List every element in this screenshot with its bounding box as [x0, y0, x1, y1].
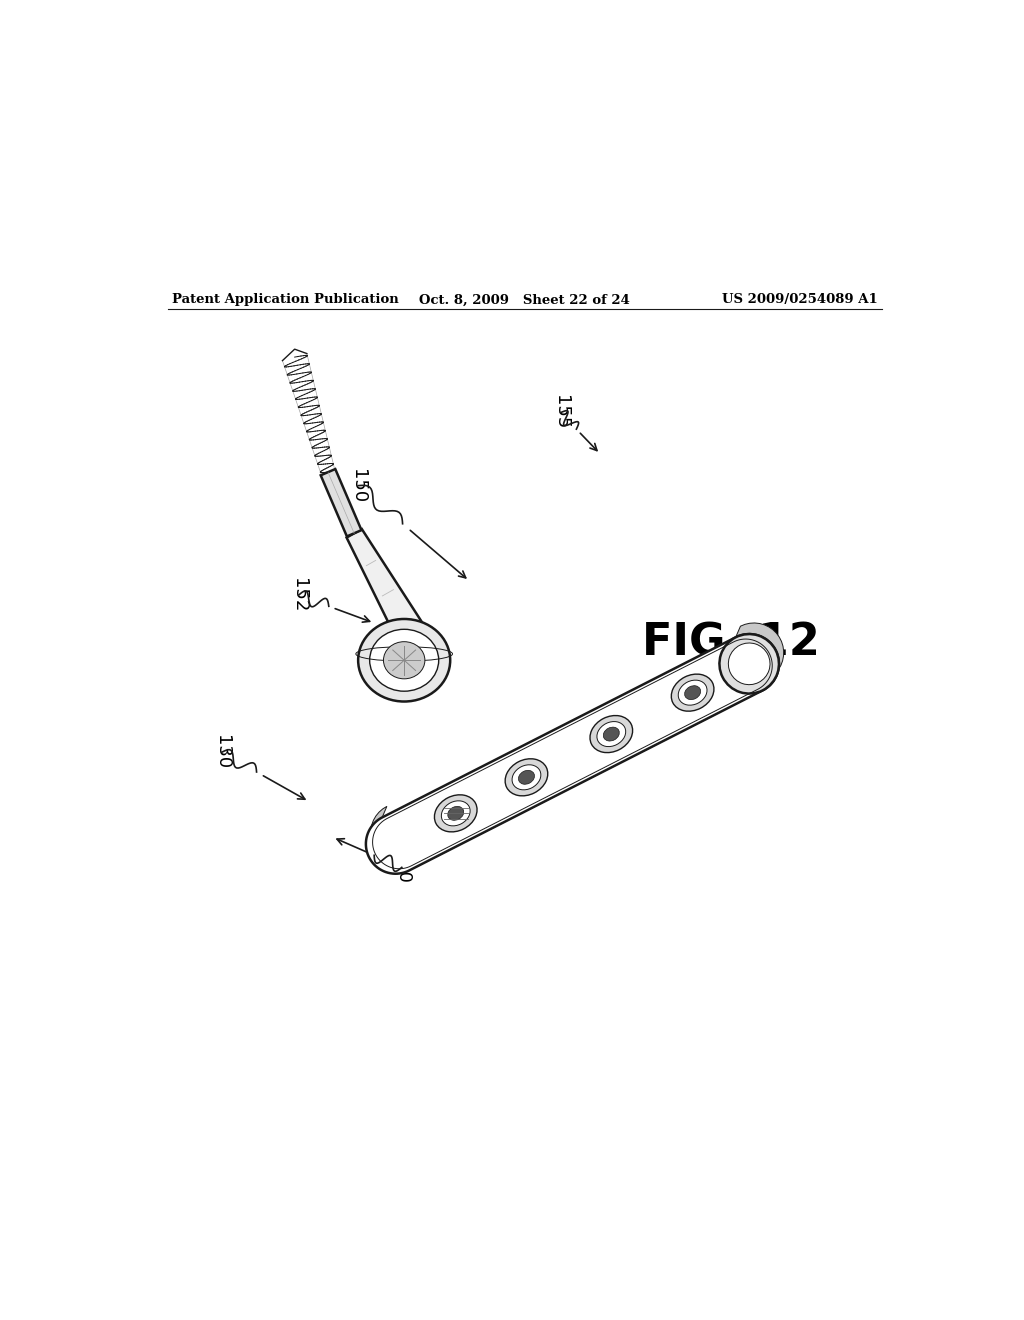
Ellipse shape	[518, 771, 535, 784]
Text: Patent Application Publication: Patent Application Publication	[172, 293, 398, 306]
Ellipse shape	[383, 642, 425, 678]
Ellipse shape	[720, 634, 779, 693]
Ellipse shape	[441, 801, 470, 826]
Ellipse shape	[678, 680, 707, 705]
Ellipse shape	[434, 795, 477, 832]
Ellipse shape	[597, 722, 626, 747]
Text: Oct. 8, 2009   Sheet 22 of 24: Oct. 8, 2009 Sheet 22 of 24	[420, 293, 630, 306]
Ellipse shape	[603, 727, 620, 741]
Text: 130: 130	[213, 735, 230, 770]
Ellipse shape	[358, 619, 451, 701]
Text: 100: 100	[393, 850, 411, 884]
Ellipse shape	[370, 630, 438, 692]
Ellipse shape	[512, 764, 541, 789]
Polygon shape	[366, 634, 779, 874]
Polygon shape	[346, 529, 436, 660]
Text: US 2009/0254089 A1: US 2009/0254089 A1	[722, 293, 878, 306]
Ellipse shape	[728, 643, 770, 685]
Ellipse shape	[685, 685, 700, 700]
Ellipse shape	[590, 715, 633, 752]
Text: 150: 150	[349, 469, 368, 503]
Text: FIG. 12: FIG. 12	[642, 622, 820, 664]
Polygon shape	[403, 635, 437, 661]
Text: 155: 155	[552, 396, 569, 430]
Ellipse shape	[505, 759, 548, 796]
Ellipse shape	[672, 675, 714, 711]
Text: 152: 152	[290, 578, 307, 612]
Polygon shape	[321, 469, 361, 536]
Ellipse shape	[447, 807, 464, 820]
Polygon shape	[366, 623, 783, 874]
